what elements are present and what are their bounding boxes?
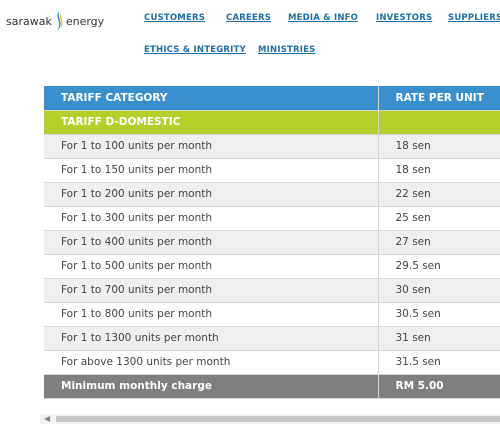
- data-row: For 1 to 800 units per month 30.5 sen: [44, 302, 500, 327]
- data-row: For 1 to 500 units per month 29.5 sen: [44, 254, 500, 279]
- cell: 29.5 sen: [378, 254, 500, 279]
- data-row: For 1 to 100 units per month 18 sen: [44, 134, 500, 159]
- tariff-table: TARIFF CATEGORY RATE PER UNIT TARIFF D-DOM…: [44, 86, 500, 399]
- logo-icon: [56, 11, 63, 31]
- cell: TARIFF CATEGORY: [44, 86, 379, 111]
- logo[interactable]: sarawak energy: [6, 10, 104, 32]
- cell: For 1 to 150 units per month: [44, 158, 379, 183]
- cell: RATE PER UNIT: [378, 86, 500, 111]
- footer-row: Minimum monthly charge RM 5.00: [44, 374, 500, 399]
- cell: For 1 to 300 units per month: [44, 206, 379, 231]
- logo-text: sarawak: [6, 14, 52, 28]
- cell: For above 1300 units per month: [44, 350, 379, 375]
- cell: For 1 to 1300 units per month: [44, 326, 379, 351]
- cell: [378, 110, 500, 135]
- cell: For 1 to 400 units per month: [44, 230, 379, 255]
- cell: For 1 to 500 units per month: [44, 254, 379, 279]
- cell: RM 5.00: [378, 374, 500, 399]
- data-row: For 1 to 200 units per month 22 sen: [44, 182, 500, 207]
- cell: 30 sen: [378, 278, 500, 303]
- nav-link[interactable]: MEDIA & INFO: [288, 13, 359, 23]
- data-row: For 1 to 700 units per month 30 sen: [44, 278, 500, 303]
- cell: For 1 to 200 units per month: [44, 182, 379, 207]
- data-row: For above 1300 units per month 31.5 sen: [44, 350, 500, 375]
- cell: For 1 to 700 units per month: [44, 278, 379, 303]
- cell: 18 sen: [378, 158, 500, 183]
- scrollbar[interactable]: ◀: [40, 414, 500, 424]
- logo-text: energy: [65, 14, 105, 28]
- data-row: For 1 to 150 units per month 18 sen: [44, 158, 500, 183]
- cell: 31.5 sen: [378, 350, 500, 375]
- cell: 22 sen: [378, 182, 500, 207]
- data-row: For 1 to 1300 units per month 31 sen: [44, 326, 500, 351]
- data-row: For 1 to 400 units per month 27 sen: [44, 230, 500, 255]
- nav-link[interactable]: CUSTOMERS: [144, 13, 206, 23]
- cell: TARIFF D-DOMESTIC: [44, 110, 379, 135]
- data-row: For 1 to 300 units per month 25 sen: [44, 206, 500, 231]
- scroll-thumb[interactable]: [56, 416, 500, 422]
- cell: For 1 to 100 units per month: [44, 134, 379, 159]
- cell: 25 sen: [378, 206, 500, 231]
- nav-link[interactable]: SUPPLIERS: [448, 13, 500, 23]
- cell: Minimum monthly charge: [44, 374, 379, 399]
- cell: For 1 to 800 units per month: [44, 302, 379, 327]
- nav-link[interactable]: MINISTRIES: [258, 45, 316, 55]
- scroll-arrow[interactable]: ◀: [44, 414, 51, 423]
- cell: 30.5 sen: [378, 302, 500, 327]
- header-row: TARIFF CATEGORY RATE PER UNIT: [44, 86, 500, 111]
- nav-link[interactable]: INVESTORS: [376, 13, 433, 23]
- cell: 27 sen: [378, 230, 500, 255]
- cell: 18 sen: [378, 134, 500, 159]
- nav-link[interactable]: CAREERS: [226, 13, 272, 23]
- section-row: TARIFF D-DOMESTIC: [44, 110, 500, 135]
- cell: 31 sen: [378, 326, 500, 351]
- nav-link[interactable]: ETHICS & INTEGRITY: [144, 45, 246, 55]
